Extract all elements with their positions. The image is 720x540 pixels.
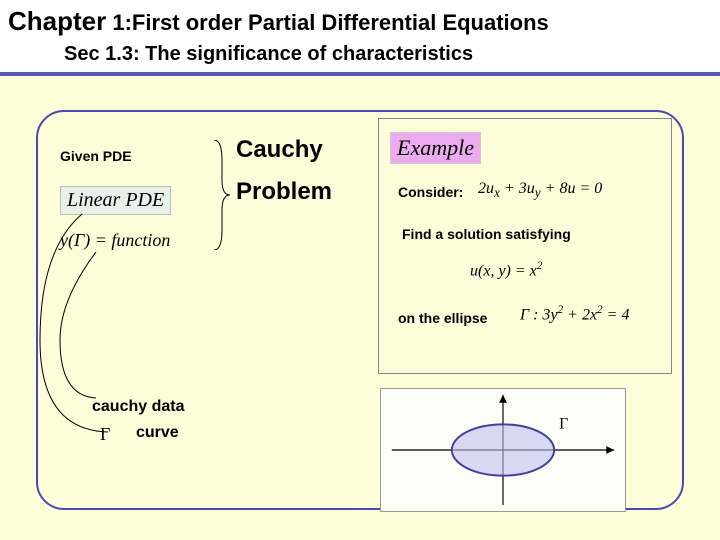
example-label: Example xyxy=(390,132,481,164)
cauchy-data-label: cauchy data xyxy=(92,398,184,416)
ellipse-equation: Γ : 3y2 + 2x2 = 4 xyxy=(520,304,629,324)
x-axis-arrow xyxy=(606,446,614,454)
ellipse-figure: Γ xyxy=(380,388,626,512)
find-solution-label: Find a solution satisfying xyxy=(402,226,571,242)
problem-label: Problem xyxy=(236,178,332,206)
consider-label: Consider: xyxy=(398,184,463,200)
chapter-word: Chapter xyxy=(8,6,106,36)
chapter-title: Chapter 1:First order Partial Differenti… xyxy=(8,6,712,37)
given-pde-label: Given PDE xyxy=(60,148,132,164)
linear-pde-box: Linear PDE xyxy=(60,186,171,215)
on-ellipse-label: on the ellipse xyxy=(398,310,487,326)
title-bar: Chapter 1:First order Partial Differenti… xyxy=(0,0,720,39)
pde-equation: 2ux + 3uy + 8u = 0 xyxy=(478,180,602,201)
chapter-rest: 1:First order Partial Differential Equat… xyxy=(106,10,549,35)
slide-root: Chapter 1:First order Partial Differenti… xyxy=(0,0,720,540)
brace-icon xyxy=(212,140,230,250)
section-subtitle: Sec 1.3: The significance of characteris… xyxy=(0,39,720,76)
gamma-symbol: Γ xyxy=(100,424,110,445)
initial-condition: u(x, y) = x2 xyxy=(470,260,542,280)
curve-label: curve xyxy=(136,424,179,442)
gamma-on-figure: Γ xyxy=(559,415,568,432)
y-gamma-func: y(Γ) = function xyxy=(60,230,170,251)
cauchy-label: Cauchy xyxy=(236,136,323,164)
ellipse-shape xyxy=(452,424,554,475)
y-axis-arrow xyxy=(499,395,507,403)
